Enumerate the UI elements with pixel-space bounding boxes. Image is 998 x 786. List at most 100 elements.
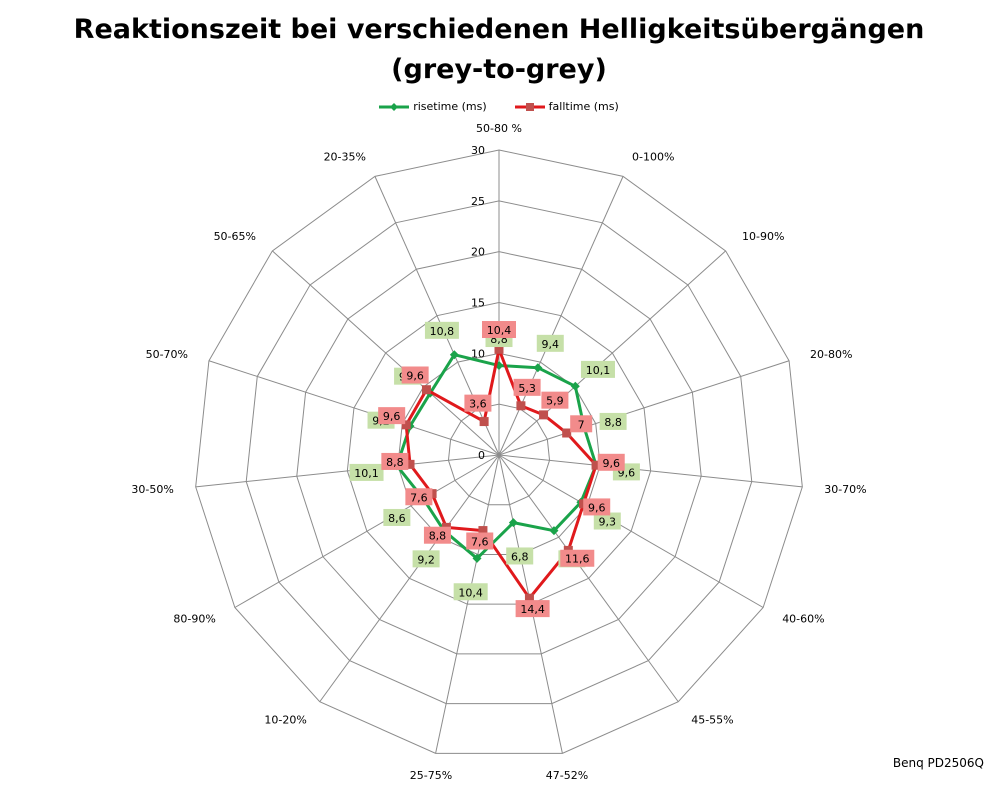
data-label-bg-risetime xyxy=(349,463,384,481)
data-label-bg-risetime xyxy=(536,334,564,352)
data-label-bg-risetime xyxy=(383,508,411,526)
legend-swatch-risetime xyxy=(379,102,410,111)
data-label-bg-falltime xyxy=(583,498,611,516)
legend-item-falltime: falltime (ms) xyxy=(514,100,619,113)
data-label-risetime: 10,1 xyxy=(354,467,379,480)
category-label: 10-90% xyxy=(742,230,784,243)
data-point-risetime xyxy=(449,350,459,360)
data-label-bg-risetime xyxy=(599,412,627,430)
category-label: 20-35% xyxy=(324,150,366,163)
data-label-risetime: 10,4 xyxy=(458,586,483,599)
data-point-risetime xyxy=(570,381,580,391)
data-point-falltime xyxy=(524,593,534,603)
data-label-bg-risetime xyxy=(506,547,534,565)
series-line-risetime xyxy=(395,353,598,560)
grid-ring-15 xyxy=(346,301,652,605)
category-label: 40-60% xyxy=(782,613,824,626)
category-label: 20-80% xyxy=(810,348,852,361)
spoke-4 xyxy=(498,454,803,488)
category-label: 50-65% xyxy=(214,230,256,243)
grid-ring-30 xyxy=(195,149,803,754)
spoke-13 xyxy=(272,250,500,456)
data-point-falltime xyxy=(591,460,601,470)
category-label: 45-55% xyxy=(691,714,733,727)
chart-title: Reaktionszeit bei verschiedenen Helligke… xyxy=(0,10,998,90)
data-label-falltime: 10,4 xyxy=(487,324,512,337)
footnote: Benq PD2506Q xyxy=(892,756,984,770)
legend-label-falltime: falltime (ms) xyxy=(548,100,619,113)
data-label-bg-falltime xyxy=(541,391,569,409)
data-label-bg-risetime xyxy=(453,583,488,601)
data-label-bg-risetime xyxy=(593,512,621,530)
chart-title-line-1: Reaktionszeit bei verschiedenen Helligke… xyxy=(73,14,925,45)
data-label-bg-falltime xyxy=(570,415,593,433)
category-label: 50-80 % xyxy=(476,122,522,135)
data-label-falltime: 8,8 xyxy=(386,456,404,469)
data-point-falltime xyxy=(421,385,431,395)
data-point-falltime xyxy=(494,344,504,354)
data-label-bg-risetime xyxy=(580,360,615,378)
data-label-falltime: 11,6 xyxy=(565,553,590,566)
data-label-bg-falltime xyxy=(423,526,451,544)
data-label-bg-falltime xyxy=(597,453,625,471)
category-label: 30-70% xyxy=(824,483,866,496)
data-label-bg-risetime xyxy=(412,550,440,568)
data-label-bg-falltime xyxy=(401,366,429,384)
category-label: 50-70% xyxy=(146,348,188,361)
spoke-10 xyxy=(234,454,500,608)
data-label-bg-falltime xyxy=(464,394,492,412)
data-label-bg-falltime xyxy=(515,600,550,618)
data-label-bg-falltime xyxy=(466,532,494,550)
data-label-falltime: 8,8 xyxy=(429,530,447,543)
tick-label: 30 xyxy=(471,144,485,157)
category-label: 10-20% xyxy=(264,714,306,727)
data-point-risetime xyxy=(549,526,559,536)
data-label-risetime: 8,6 xyxy=(388,512,406,525)
spoke-3 xyxy=(498,360,790,456)
data-point-falltime xyxy=(405,459,415,469)
data-label-bg-risetime xyxy=(424,321,459,339)
data-label-risetime: 10,8 xyxy=(430,325,455,338)
data-label-risetime: 8,8 xyxy=(604,416,622,429)
category-label: 0-100% xyxy=(632,150,674,163)
spoke-12 xyxy=(208,360,500,456)
data-label-risetime: 9,2 xyxy=(417,553,435,566)
spoke-9 xyxy=(319,454,500,703)
data-point-falltime xyxy=(539,410,549,420)
data-label-falltime: 9,6 xyxy=(406,369,424,382)
tick-label: 15 xyxy=(471,297,485,310)
data-label-risetime: 9,3 xyxy=(599,516,617,529)
chart-title-line-2: (grey-to-grey) xyxy=(391,54,607,85)
data-label-bg-falltime xyxy=(381,452,409,470)
data-label-risetime: 10,1 xyxy=(586,364,611,377)
data-label-bg-falltime xyxy=(378,407,406,425)
data-point-falltime xyxy=(516,401,526,411)
data-point-falltime xyxy=(401,420,411,430)
data-point-falltime xyxy=(562,428,572,438)
legend-swatch-falltime xyxy=(514,102,545,111)
legend: risetime (ms) falltime (ms) xyxy=(0,100,998,113)
category-label: 25-75% xyxy=(410,769,452,782)
data-label-risetime: 6,8 xyxy=(511,550,529,563)
data-point-risetime xyxy=(533,363,543,373)
data-point-falltime xyxy=(478,526,488,536)
spoke-5 xyxy=(498,454,764,608)
data-label-bg-falltime xyxy=(560,549,595,567)
data-label-falltime: 7,6 xyxy=(471,535,489,548)
data-label-bg-falltime xyxy=(482,321,516,339)
grid-ring-25 xyxy=(245,200,753,705)
data-label-bg-falltime xyxy=(405,488,433,506)
spoke-2 xyxy=(498,250,726,456)
spoke-6 xyxy=(498,454,679,703)
data-label-falltime: 9,6 xyxy=(383,410,401,423)
legend-item-risetime: risetime (ms) xyxy=(379,100,487,113)
data-point-falltime xyxy=(479,417,489,427)
legend-label-risetime: risetime (ms) xyxy=(413,100,487,113)
grid-ring-20 xyxy=(296,251,702,655)
tick-label: 10 xyxy=(471,347,485,360)
data-label-falltime: 3,6 xyxy=(469,398,487,411)
spoke-11 xyxy=(195,454,500,488)
data-label-falltime: 5,3 xyxy=(518,382,536,395)
